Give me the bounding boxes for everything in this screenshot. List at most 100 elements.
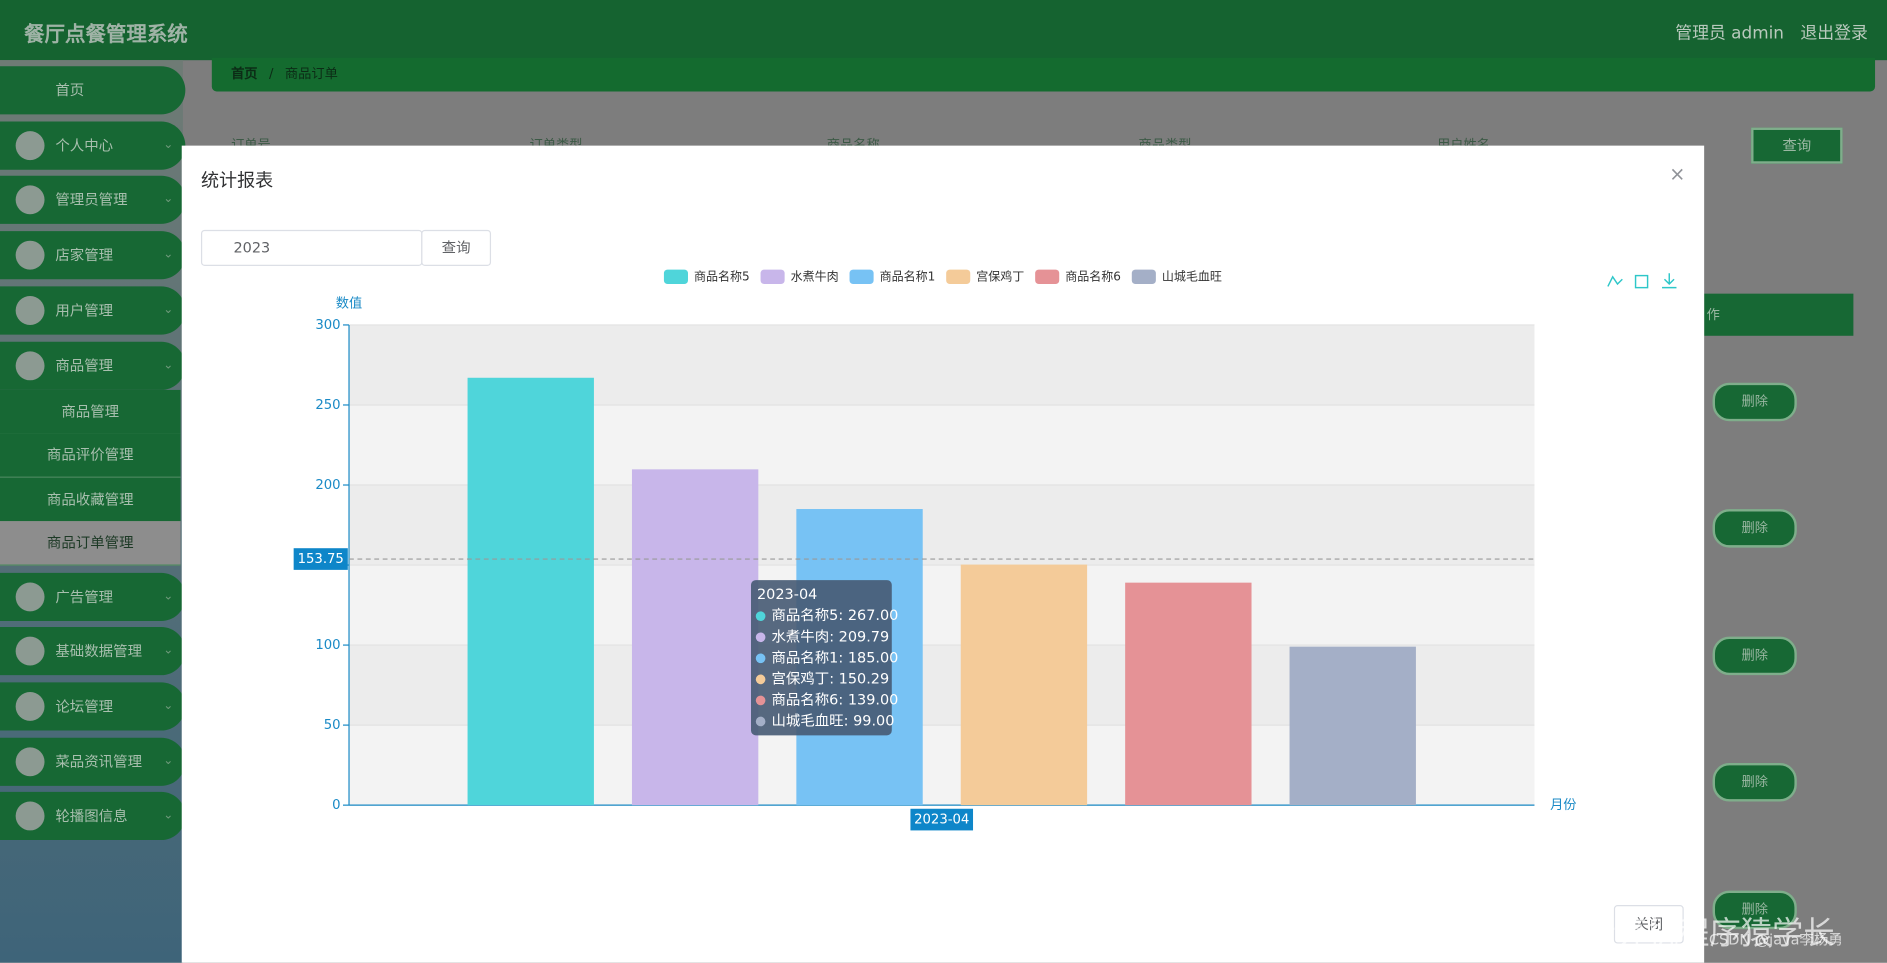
line-icon[interactable] <box>1607 275 1623 287</box>
tooltip-name: 商品名称1 <box>771 649 838 666</box>
x-axis-title: 月份 <box>1550 797 1576 813</box>
legend-label: 商品名称6 <box>1065 268 1121 283</box>
menu-icon <box>15 296 45 325</box>
bar <box>631 469 759 806</box>
tooltip-dot <box>755 632 766 643</box>
tooltip-value: 150.29 <box>839 671 890 687</box>
menu-item[interactable]: 商品管理 ⌄ <box>0 341 186 390</box>
menu-item[interactable]: 个人中心 ⌄ <box>0 121 186 170</box>
mark-line-box <box>293 548 348 570</box>
menu-arrow: ⌄ <box>163 303 174 317</box>
bar <box>467 377 594 806</box>
watermark: CSDN @计算机程序猿学长 <box>1453 915 1835 952</box>
modal-title: 统计报表 <box>200 169 274 192</box>
tooltip-dot <box>755 611 766 622</box>
tooltip-row: 宫保鸡丁: 150.29 <box>771 670 889 687</box>
submenu-item[interactable]: 商品评价管理 <box>0 433 181 478</box>
watermark: CSDN @java李杨勇 <box>1708 931 1843 949</box>
save-icon[interactable] <box>1662 273 1677 289</box>
sidebar: 首页 个人中心 ⌄ 管理员管理 ⌄ 店家管理 ⌄ 用户管理 ⌄ 商品管理 ⌄ 广告管理 ⌄ 基础数据管理 ⌄… <box>0 60 186 963</box>
menu-item[interactable]: 管理员管理 ⌄ <box>0 175 186 224</box>
menu-icon <box>15 636 45 666</box>
close-x[interactable]: × <box>1669 162 1686 186</box>
user-label: 管理员 admin <box>1675 24 1784 44</box>
tooltip-row: 商品名称1: 185.00 <box>771 649 898 666</box>
menu-item[interactable]: 首页 <box>0 66 186 115</box>
legend-swatch <box>1131 269 1156 285</box>
tooltip-dot <box>755 695 766 706</box>
tooltip-value: 209.79 <box>839 629 890 645</box>
query-button[interactable]: 查询 <box>421 229 492 266</box>
tooltip-row: 商品名称6: 139.00 <box>771 691 898 708</box>
menu-icon <box>15 131 45 161</box>
header-cell: 作 <box>1706 306 1720 323</box>
delete-button[interactable]: 删除 <box>1712 636 1797 676</box>
delete-button[interactable]: 删除 <box>1712 763 1797 802</box>
menu-arrow: ⌄ <box>163 754 174 768</box>
breadcrumb: 首页 / 商品订单 <box>211 57 1876 92</box>
chart: 050100150200250300数值月份2023-04153.75商品名称5… <box>293 268 1677 831</box>
delete-button[interactable]: 删除 <box>1712 509 1797 548</box>
legend-swatch <box>663 269 688 285</box>
menu-item[interactable]: 基础数据管理 ⌄ <box>0 627 186 676</box>
tooltip-name: 山城毛血旺 <box>771 712 843 729</box>
menu-label: 论坛管理 <box>55 698 114 715</box>
menu-label: 基础数据管理 <box>55 642 143 660</box>
axis-pointer-box <box>910 808 974 831</box>
tooltip-row: 山城毛血旺: 99.00 <box>771 712 894 729</box>
menu-label: 个人中心 <box>55 137 114 155</box>
legend: 商品名称5 水煮牛肉 商品名称1 宫保鸡丁 商品名称6 山城毛血旺 <box>663 268 1222 285</box>
submenu-item[interactable]: 商品订单管理 <box>0 521 181 566</box>
menu-arrow: ⌄ <box>163 358 174 372</box>
menu-label: 用户管理 <box>55 302 114 319</box>
menu-icon <box>15 747 45 777</box>
menu-label: 广告管理 <box>55 588 114 606</box>
submenu-item[interactable]: 商品管理 <box>0 389 181 435</box>
menu-label: 店家管理 <box>55 246 114 264</box>
tooltip-dot <box>755 653 766 664</box>
date-value: 2023 <box>233 239 271 257</box>
crumb: 商品订单 <box>284 66 338 82</box>
crumb[interactable]: 首页 <box>231 66 258 82</box>
bar <box>960 564 1088 806</box>
menu-item[interactable]: 论坛管理 ⌄ <box>0 682 186 731</box>
tooltip-name: 商品名称6 <box>771 691 838 708</box>
close-button[interactable]: 关闭 <box>1613 905 1684 944</box>
tooltip-value: 99.00 <box>853 713 894 729</box>
tooltip-row: 商品名称5: 267.00 <box>771 607 898 624</box>
menu-item[interactable]: 店家管理 ⌄ <box>0 231 186 280</box>
menu-icon <box>15 240 45 270</box>
tooltip-row: 水煮牛肉: 209.79 <box>771 628 889 645</box>
menu-label: 菜品资讯管理 <box>55 753 143 771</box>
y-tick-label: 200 <box>315 478 340 493</box>
search-button[interactable]: 查询 <box>1751 127 1843 164</box>
menu-arrow: ⌄ <box>163 699 174 713</box>
tooltip-name: 商品名称5 <box>771 607 838 624</box>
delete-button[interactable]: 删除 <box>1712 890 1797 930</box>
y-axis-title: 数值 <box>336 295 362 311</box>
legend-swatch <box>946 269 971 285</box>
modal: 统计报表 × 2023 查询 关闭 050100150200250300数值月份… <box>181 145 1705 963</box>
bar-icon[interactable] <box>1634 274 1649 289</box>
menu-item[interactable]: 广告管理 ⌄ <box>0 572 186 622</box>
submenu-item[interactable]: 商品收藏管理 <box>0 477 181 523</box>
legend-swatch <box>760 269 785 285</box>
tooltip-title: 2023-04 <box>757 587 817 603</box>
menu-item[interactable]: 菜品资讯管理 ⌄ <box>0 737 186 786</box>
delete-button[interactable]: 删除 <box>1712 382 1797 422</box>
menu-label: 首页 <box>55 81 85 99</box>
tooltip-dot <box>755 674 766 685</box>
logout[interactable]: 退出登录 <box>1800 24 1868 44</box>
table-header: 作 <box>1704 293 1854 336</box>
menu-item[interactable]: 用户管理 ⌄ <box>0 286 186 335</box>
menu-icon <box>15 351 45 381</box>
legend-label: 水煮牛肉 <box>791 268 839 283</box>
menu-label: 轮播图信息 <box>55 807 128 825</box>
menu-item[interactable]: 轮播图信息 ⌄ <box>0 791 186 841</box>
menu-arrow: ⌄ <box>163 138 174 152</box>
toolbox[interactable] <box>1607 273 1677 289</box>
legend-swatch <box>1035 269 1060 285</box>
menu-label: 管理员管理 <box>55 191 128 209</box>
